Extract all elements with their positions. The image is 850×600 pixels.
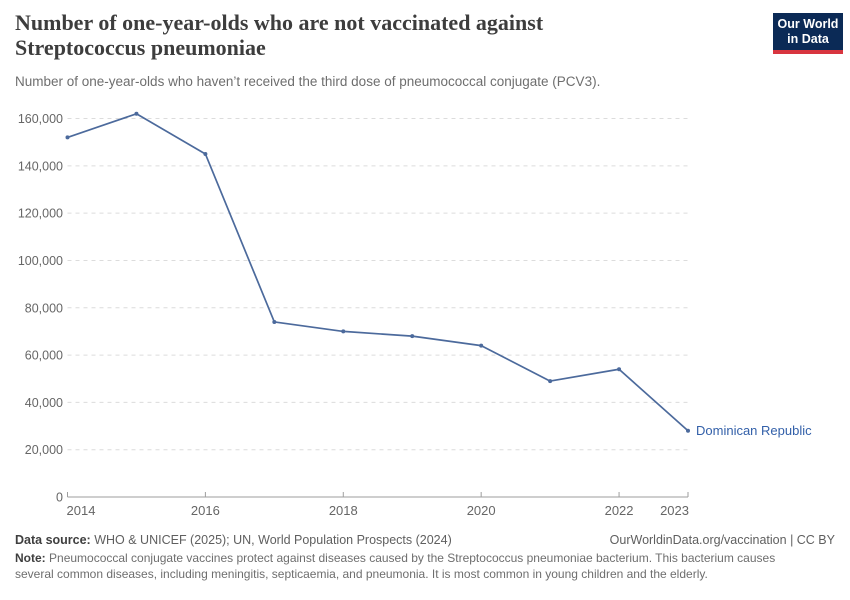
y-tick-label: 120,000 bbox=[18, 207, 63, 221]
x-tick-label: 2023 bbox=[660, 503, 689, 518]
y-tick-label: 60,000 bbox=[25, 349, 63, 363]
chart-subtitle: Number of one-year-olds who haven’t rece… bbox=[15, 74, 601, 89]
data-source-label: Data source: bbox=[15, 533, 91, 547]
data-point-marker[interactable] bbox=[203, 151, 208, 156]
x-tick-label: 2014 bbox=[67, 503, 96, 518]
y-tick-label: 80,000 bbox=[25, 301, 63, 315]
y-tick-label: 20,000 bbox=[25, 443, 63, 457]
data-point-marker[interactable] bbox=[617, 367, 622, 372]
note-text: Pneumococcal conjugate vaccines protect … bbox=[15, 551, 776, 581]
data-point-marker[interactable] bbox=[134, 111, 139, 116]
page-title: Number of one-year-olds who are not vacc… bbox=[15, 10, 543, 60]
data-point-marker[interactable] bbox=[341, 329, 346, 334]
y-tick-label: 100,000 bbox=[18, 254, 63, 268]
data-point-marker[interactable] bbox=[686, 428, 690, 433]
data-point-marker[interactable] bbox=[410, 334, 415, 339]
chart-note: Note: Pneumococcal conjugate vaccines pr… bbox=[15, 551, 795, 582]
x-tick-label: 2018 bbox=[329, 503, 358, 518]
entity-label[interactable]: Dominican Republic bbox=[696, 423, 812, 438]
logo-line-1: Our World bbox=[777, 17, 839, 31]
data-point-marker[interactable] bbox=[65, 135, 70, 140]
logo-line-2: in Data bbox=[787, 31, 829, 46]
x-tick-label: 2020 bbox=[467, 503, 496, 518]
y-tick-label: 40,000 bbox=[25, 396, 63, 410]
x-tick-label: 2022 bbox=[605, 503, 634, 518]
y-tick-label: 160,000 bbox=[18, 112, 63, 126]
title-line-1: Number of one-year-olds who are not vacc… bbox=[15, 10, 544, 35]
data-point-marker[interactable] bbox=[272, 319, 277, 324]
owid-logo[interactable]: Our World in Data bbox=[773, 13, 843, 54]
y-tick-label: 140,000 bbox=[18, 159, 63, 173]
note-label: Note: bbox=[15, 551, 46, 565]
y-tick-label: 0 bbox=[56, 491, 63, 505]
owid-link[interactable]: OurWorldinData.org/vaccination | CC BY bbox=[609, 533, 835, 547]
x-tick-label: 2016 bbox=[191, 503, 220, 518]
chart-line[interactable] bbox=[66, 112, 689, 432]
data-source: Data source: WHO & UNICEF (2025); UN, Wo… bbox=[15, 532, 452, 548]
data-point-marker[interactable] bbox=[548, 379, 553, 384]
title-line-2: Streptococcus pneumoniae bbox=[15, 35, 266, 60]
data-point-marker[interactable] bbox=[479, 343, 484, 348]
data-source-text: WHO & UNICEF (2025); UN, World Populatio… bbox=[94, 533, 452, 547]
